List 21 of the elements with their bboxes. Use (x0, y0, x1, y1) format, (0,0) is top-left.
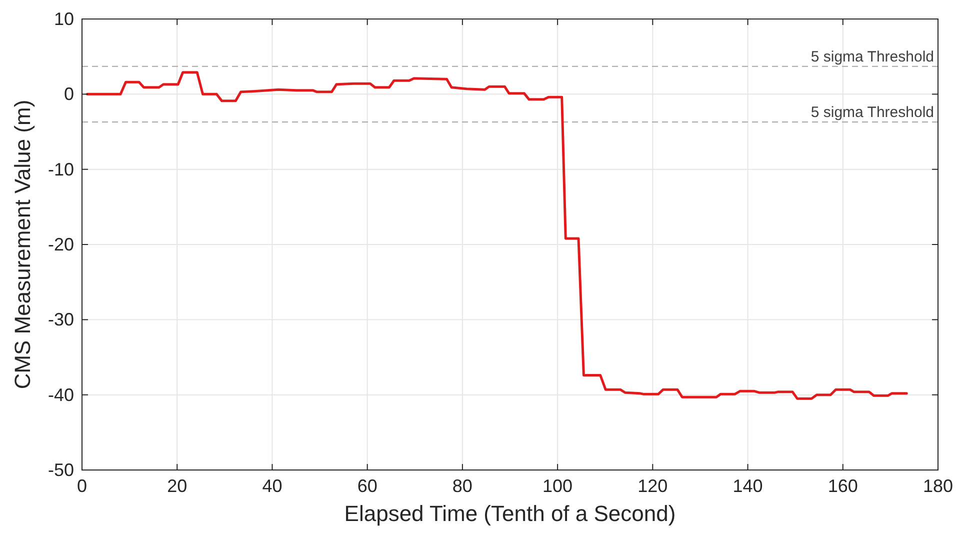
x-tick-label: 20 (167, 476, 188, 496)
x-tick-label: 0 (76, 476, 88, 496)
x-tick-label: 140 (732, 476, 763, 496)
y-tick-label: -50 (48, 460, 74, 480)
y-tick-label: 0 (64, 84, 74, 104)
ref-line-label: 5 sigma Threshold (810, 48, 934, 66)
x-tick-label: 180 (922, 476, 954, 496)
ref-line-label: 5 sigma Threshold (810, 104, 934, 121)
y-tick-label: -30 (48, 310, 74, 330)
y-tick-label: 10 (54, 9, 74, 29)
x-tick-label: 100 (542, 476, 573, 496)
y-tick-label: -10 (48, 159, 74, 180)
x-tick-label: 80 (452, 476, 472, 496)
x-tick-label: 60 (357, 476, 378, 496)
y-axis-title: CMS Measurement Value (m) (10, 100, 35, 390)
x-tick-label: 160 (828, 476, 858, 496)
x-axis-title: Elapsed Time (Tenth of a Second) (344, 501, 676, 526)
y-tick-label: -40 (48, 384, 74, 405)
x-tick-label: 120 (638, 476, 668, 496)
y-tick-label: -20 (48, 234, 74, 254)
x-tick-label: 40 (262, 476, 282, 496)
